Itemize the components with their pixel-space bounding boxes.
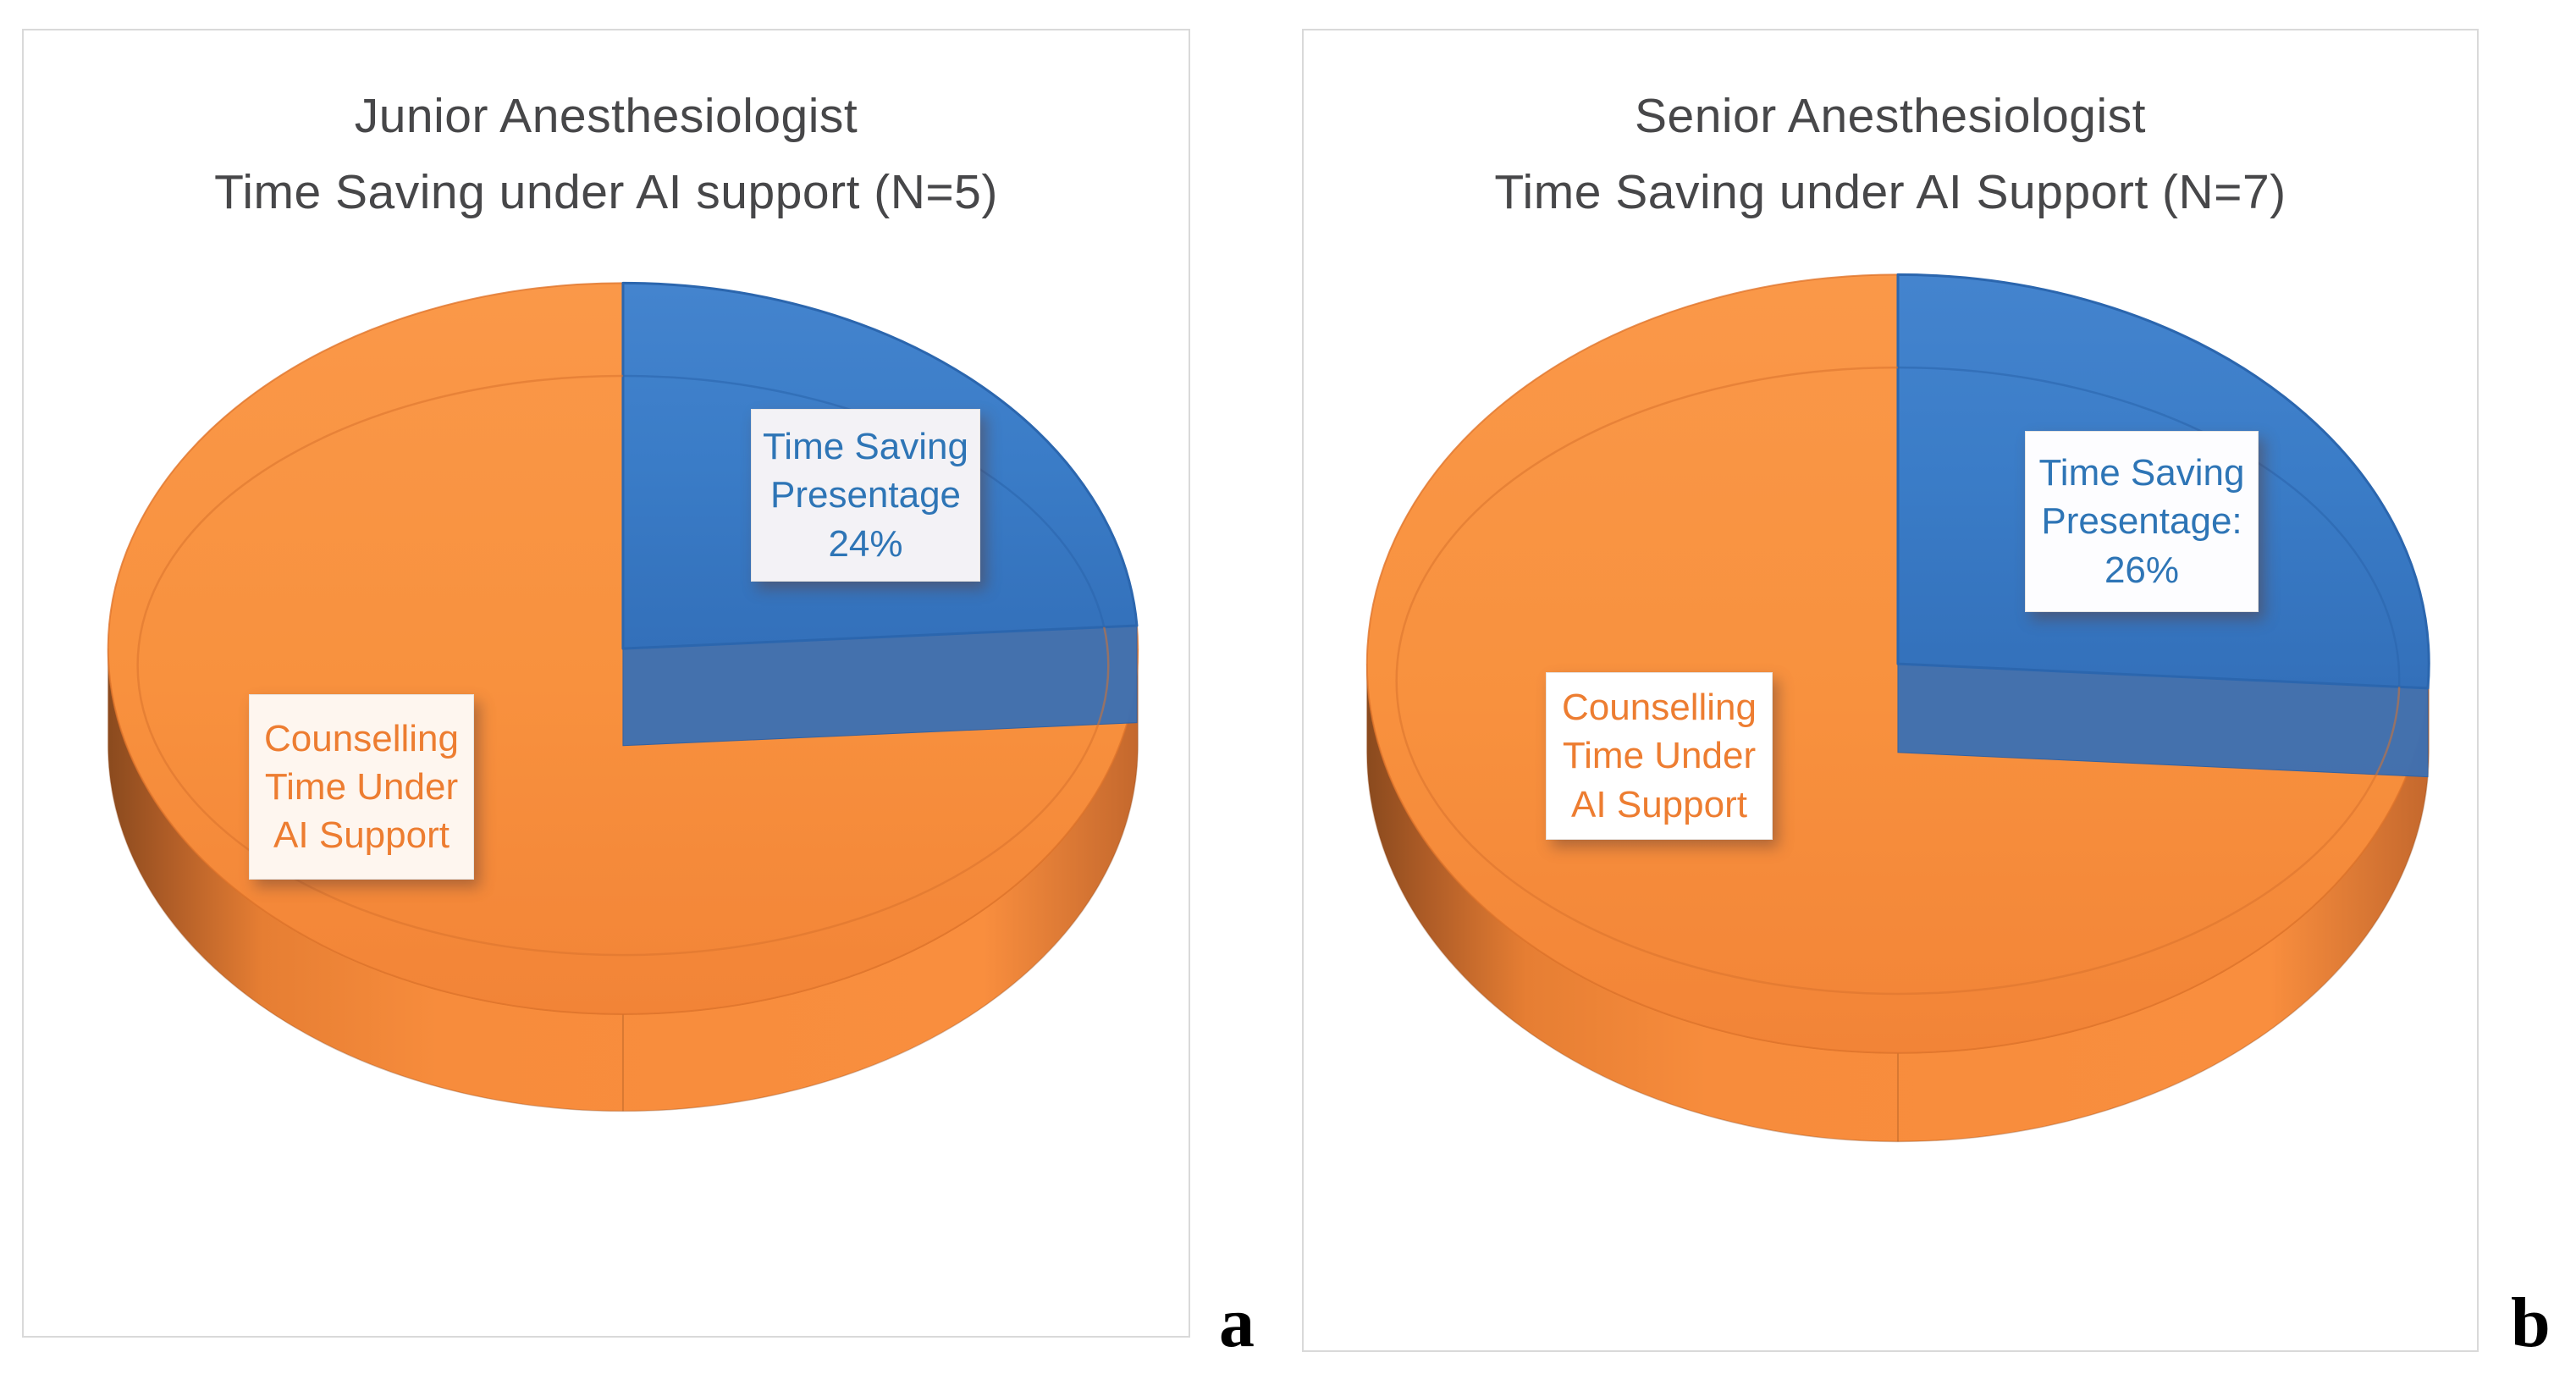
data-label-counselling-b: Counselling Time Under AI Support [1546,672,1773,840]
chart-title-b-line1: Senior Anesthesiologist [1634,89,2147,143]
chart-title-a-line2: Time Saving under AI support (N=5) [214,165,998,220]
panel-b: Senior Anesthesiologist Time Saving unde… [1302,29,2479,1352]
data-label-time-saving-a: Time Saving Presentage 24% [751,409,980,582]
subfigure-label-a: a [1219,1283,1255,1362]
chart-title-a: Junior Anesthesiologist Time Saving unde… [24,78,1189,230]
chart-title-a-line1: Junior Anesthesiologist [354,89,858,143]
chart-title-b: Senior Anesthesiologist Time Saving unde… [1304,78,2477,230]
subfigure-label-b: b [2511,1283,2551,1362]
pie-chart-senior [1365,273,2430,1143]
pie-chart-junior [107,281,1139,1112]
data-label-counselling-a: Counselling Time Under AI Support [249,694,474,880]
panel-a: Junior Anesthesiologist Time Saving unde… [22,29,1190,1338]
data-label-time-saving-b: Time Saving Presentage: 26% [2025,431,2259,612]
chart-title-b-line2: Time Saving under AI Support (N=7) [1494,165,2286,220]
